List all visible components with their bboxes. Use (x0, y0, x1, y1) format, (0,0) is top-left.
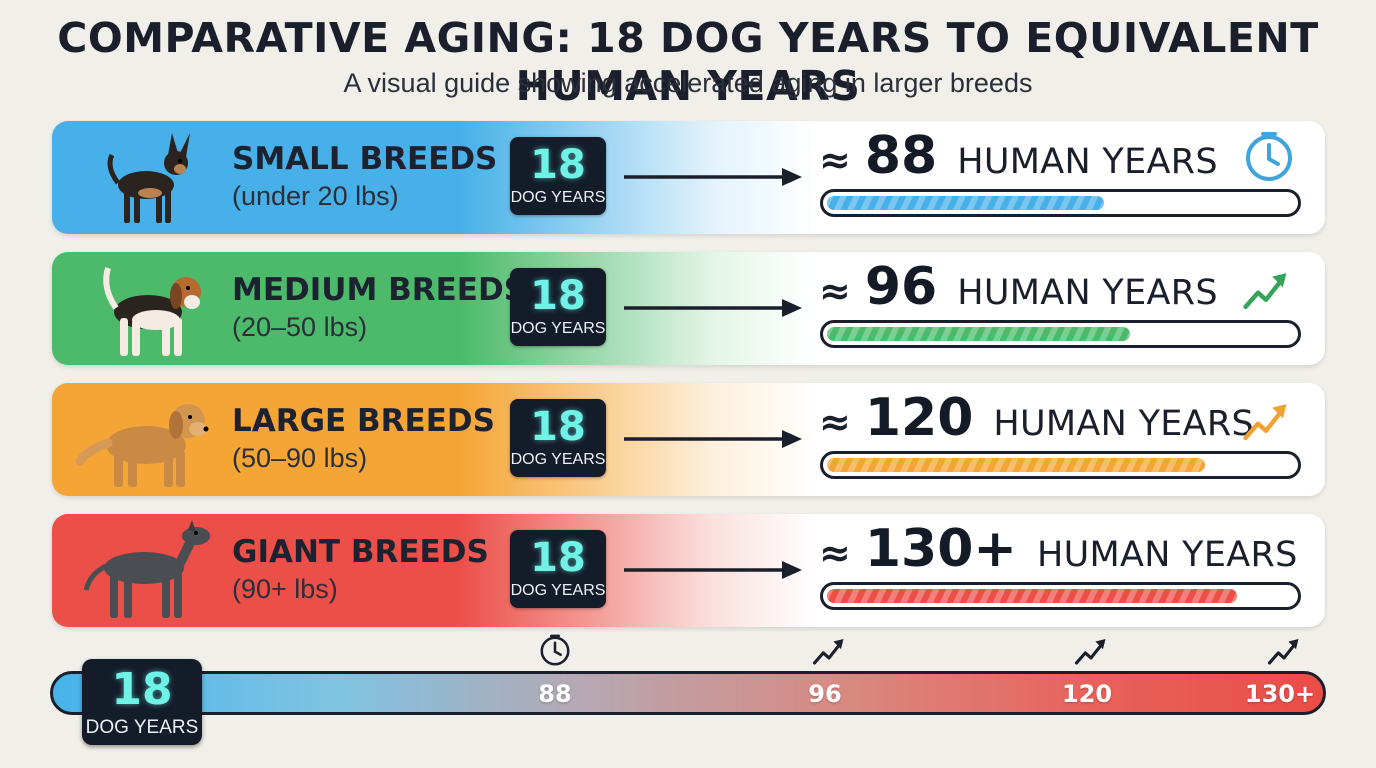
human-years-bar (827, 196, 1104, 210)
breed-weight: (under 20 lbs) (232, 181, 399, 211)
human-years-value: 88 (864, 126, 938, 186)
approx-symbol: ≈ (819, 269, 851, 313)
human-years-bar (827, 327, 1130, 341)
arrow-icon (624, 168, 802, 186)
dog-years-box: 18 DOG YEARS (510, 268, 606, 346)
timeline-tick-label: 120 (1061, 680, 1113, 708)
page-subtitle: A visual guide showing accelerated aging… (343, 68, 1033, 98)
dog-years-label: DOG YEARS (510, 320, 606, 337)
breed-name: LARGE BREEDS (232, 403, 495, 439)
trend-up-icon (1242, 397, 1290, 445)
human-years-result: ≈120 HUMAN YEARS (819, 387, 1254, 449)
approx-symbol: ≈ (819, 531, 851, 575)
breed-row: SMALL BREEDS (under 20 lbs) 18 DOG YEARS ≈88… (52, 121, 1325, 234)
approx-symbol: ≈ (819, 138, 851, 182)
breed-weight: (50–90 lbs) (232, 443, 368, 473)
dog-years-box: 18 DOG YEARS (510, 530, 606, 608)
breed-name: GIANT BREEDS (232, 534, 489, 570)
human-years-bar-track (820, 582, 1301, 610)
approx-symbol: ≈ (819, 400, 851, 444)
dog-years-value: 18 (530, 142, 586, 188)
timeline-dog-years-label: DOG YEARS (85, 717, 199, 738)
dog-image (76, 258, 226, 362)
breed-name: SMALL BREEDS (232, 141, 498, 177)
human-years-bar-track (820, 451, 1301, 479)
dog-years-label: DOG YEARS (510, 582, 606, 599)
timeline-dog-years-value: 18 (111, 664, 173, 715)
human-years-bar-track (820, 189, 1301, 217)
timeline-bar (50, 671, 1326, 715)
dog-years-box: 18 DOG YEARS (510, 399, 606, 477)
clock-icon (1242, 131, 1296, 185)
timeline-dog-years-box: 18 DOG YEARS (82, 659, 202, 745)
timeline-tick-label: 130+ (1244, 680, 1316, 708)
human-years-label: HUMAN YEARS (993, 404, 1255, 444)
trend-up-icon (1266, 634, 1302, 668)
human-years-value: 130+ (864, 519, 1017, 579)
human-years-bar (827, 458, 1205, 472)
arrow-icon (624, 430, 802, 448)
dog-years-value: 18 (530, 273, 586, 319)
arrow-icon (624, 561, 802, 579)
dog-image (76, 127, 226, 231)
trend-up-icon (1073, 634, 1109, 668)
breed-row: LARGE BREEDS (50–90 lbs) 18 DOG YEARS ≈120 HU… (52, 383, 1325, 496)
dog-years-label: DOG YEARS (510, 189, 606, 206)
dog-years-value: 18 (530, 404, 586, 450)
human-years-label: HUMAN YEARS (957, 273, 1218, 313)
human-years-result: ≈88 HUMAN YEARS (819, 125, 1218, 187)
human-years-result: ≈96 HUMAN YEARS (819, 256, 1218, 318)
human-years-bar (827, 589, 1237, 603)
dog-image (76, 520, 226, 624)
human-years-bar-track (820, 320, 1301, 348)
breed-weight: (20–50 lbs) (232, 312, 368, 342)
timeline-tick-label: 88 (538, 680, 572, 708)
clock-icon (537, 634, 573, 668)
dog-image (75, 389, 226, 493)
human-years-label: HUMAN YEARS (957, 142, 1218, 182)
dog-years-label: DOG YEARS (510, 451, 606, 468)
breed-name: MEDIUM BREEDS (232, 272, 527, 308)
breed-row: MEDIUM BREEDS (20–50 lbs) 18 DOG YEARS ≈96 HU… (52, 252, 1325, 365)
dog-years-value: 18 (530, 535, 586, 581)
trend-up-icon (1242, 266, 1290, 314)
page-title: COMPARATIVE AGING: 18 DOG YEARS TO EQUIV… (57, 14, 1319, 110)
breed-weight: (90+ lbs) (232, 574, 338, 604)
arrow-icon (624, 299, 802, 317)
human-years-value: 120 (864, 388, 974, 448)
human-years-value: 96 (864, 257, 938, 317)
dog-years-box: 18 DOG YEARS (510, 137, 606, 215)
human-years-result: ≈130+ HUMAN YEARS (819, 518, 1298, 580)
timeline-tick-label: 96 (808, 680, 842, 708)
human-years-label: HUMAN YEARS (1036, 535, 1298, 575)
trend-up-icon (811, 634, 847, 668)
breed-row: GIANT BREEDS (90+ lbs) 18 DOG YEARS ≈130+ HUM… (52, 514, 1325, 627)
